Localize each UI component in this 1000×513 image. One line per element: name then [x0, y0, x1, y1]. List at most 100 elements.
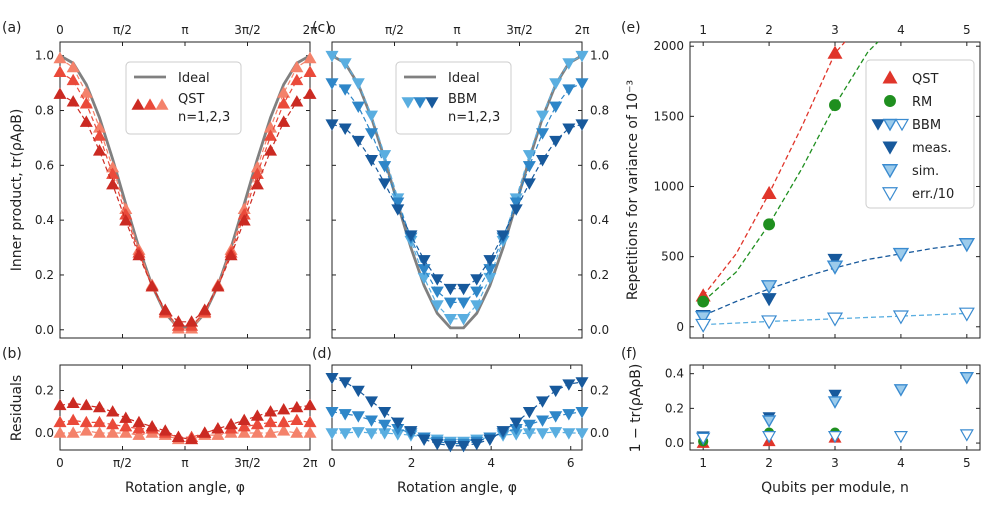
panel-d-xtick-label: 4	[487, 456, 495, 470]
bbm-fit-line	[331, 55, 583, 320]
bbm-point	[378, 178, 392, 190]
bbm-residual-point	[391, 417, 405, 429]
bbm-fit-line	[331, 123, 583, 290]
legend-e-err-marker	[881, 187, 899, 202]
bbm-point	[364, 128, 378, 140]
bbm-residual-point	[575, 428, 589, 440]
panel-e-xtick-label: 5	[963, 23, 971, 37]
bbm-residual-point	[470, 438, 484, 451]
x-axis-title-rotation-c: Rotation angle, φ	[397, 480, 517, 496]
qst-residual-point	[185, 432, 199, 445]
panel-f-ytick-label: 0.2	[665, 401, 684, 415]
qst-point	[264, 129, 278, 141]
bbm-point	[536, 110, 550, 123]
qst-residual-point	[92, 400, 106, 413]
panel-e-point	[958, 307, 975, 322]
qst-point	[185, 315, 199, 327]
qst-residual-point	[171, 430, 185, 443]
bbm-residual-point	[483, 434, 497, 446]
bbm-point	[391, 204, 405, 216]
qst-point	[53, 65, 67, 77]
qst-point	[79, 115, 93, 127]
bbm-point	[430, 274, 444, 286]
bbm-point	[378, 161, 392, 173]
y-axis-title-one-minus: 1 − tr(ρAρB)	[628, 364, 644, 453]
qst-residual-point	[106, 426, 120, 438]
bbm-residual-point	[536, 396, 550, 408]
qst-residual-point	[264, 415, 278, 428]
panel-f-xtick-label: 3	[831, 456, 839, 470]
panel-e-ytick-label: 0	[676, 320, 684, 334]
bbm-point	[351, 78, 365, 90]
qst-residual-point	[264, 405, 278, 417]
qst-residual-point	[290, 413, 304, 426]
legend-e-bbm-marker	[882, 118, 898, 132]
bbm-residual-point	[364, 415, 378, 427]
bbm-residual-point	[562, 409, 576, 421]
panel-a-xtick-label: 0	[56, 23, 64, 37]
panel-e-xtick-label: 2	[765, 23, 773, 37]
qst-point	[53, 87, 67, 99]
panel-d-ytick-label: 0.0	[590, 426, 609, 440]
panel-b-xtick-label: π/2	[113, 456, 132, 470]
bbm-residual-point	[338, 377, 352, 389]
y-axis-title-residuals: Residuals	[9, 375, 25, 441]
panel-c-xtick-label: 0	[328, 23, 336, 37]
qst-point	[277, 97, 291, 109]
panel-f-point	[827, 431, 843, 444]
bbm-point	[338, 58, 352, 70]
panel-e-point	[694, 311, 712, 326]
qst-residual-point	[92, 426, 106, 438]
legend-e-bbm-marker	[894, 118, 910, 132]
panel-e-xtick-label: 1	[699, 23, 707, 37]
panel-e-ytick-label: 1000	[653, 179, 684, 193]
bbm-residual-point	[325, 428, 339, 440]
bbm-point	[457, 297, 471, 309]
qst-point	[66, 95, 80, 107]
bbm-residual-point	[562, 379, 576, 391]
panel-a-ytick-label: 0.8	[35, 104, 54, 118]
bbm-point	[575, 78, 589, 90]
panel-e-ytick-label: 2000	[653, 39, 684, 53]
panel-f-point	[696, 432, 711, 446]
panel-a-ytick-label: 1.0	[35, 49, 54, 63]
panel-e-point	[892, 247, 910, 263]
bbm-residual-point	[575, 377, 589, 389]
qst-point	[303, 51, 317, 64]
ideal-curve-c	[331, 54, 583, 330]
qst-residual-point	[290, 400, 304, 413]
panel-d-xtick-label: 6	[567, 456, 575, 470]
qst-residual-point	[290, 426, 304, 438]
panel-b-xtick-label: 0	[56, 456, 64, 470]
panel-b-xtick-label: 2π	[303, 456, 318, 470]
panel-b-xtick-label: π	[181, 456, 188, 470]
legend-e-meas-label: meas.	[912, 141, 952, 156]
qst-residual-point	[92, 415, 106, 428]
panel-e-point	[695, 318, 712, 333]
qst-point	[106, 177, 120, 190]
qst-residual-point	[250, 409, 264, 421]
bbm-residual-point	[364, 396, 378, 408]
legend-c-bbm-label: BBM	[448, 92, 477, 107]
panel-a-ytick-label: 0.0	[35, 323, 54, 337]
bbm-residual-point	[443, 440, 457, 453]
bbm-residual-point	[378, 419, 392, 432]
panel-a-xtick-label: 2π	[303, 23, 318, 37]
legend-e-err-label: err./10	[912, 187, 954, 202]
bbm-point	[549, 78, 563, 90]
bbm-point	[364, 155, 378, 167]
bbm-residual-point	[575, 406, 589, 419]
bbm-residual-point	[351, 411, 365, 423]
qst-residual-point	[79, 424, 93, 436]
qst-residual-point	[211, 428, 225, 440]
qst-residual-point	[211, 422, 225, 434]
panel-f-xtick-label: 5	[963, 456, 971, 470]
bbm-point	[351, 135, 365, 148]
panel-e-ytick-label: 1500	[653, 109, 684, 123]
panel-e-point	[761, 315, 778, 330]
bbm-residual-point	[417, 434, 431, 446]
bbm-point	[562, 84, 576, 96]
legend-e-qst-marker	[882, 70, 898, 84]
qst-residual-point	[106, 405, 120, 417]
bbm-residual-point	[338, 428, 352, 440]
